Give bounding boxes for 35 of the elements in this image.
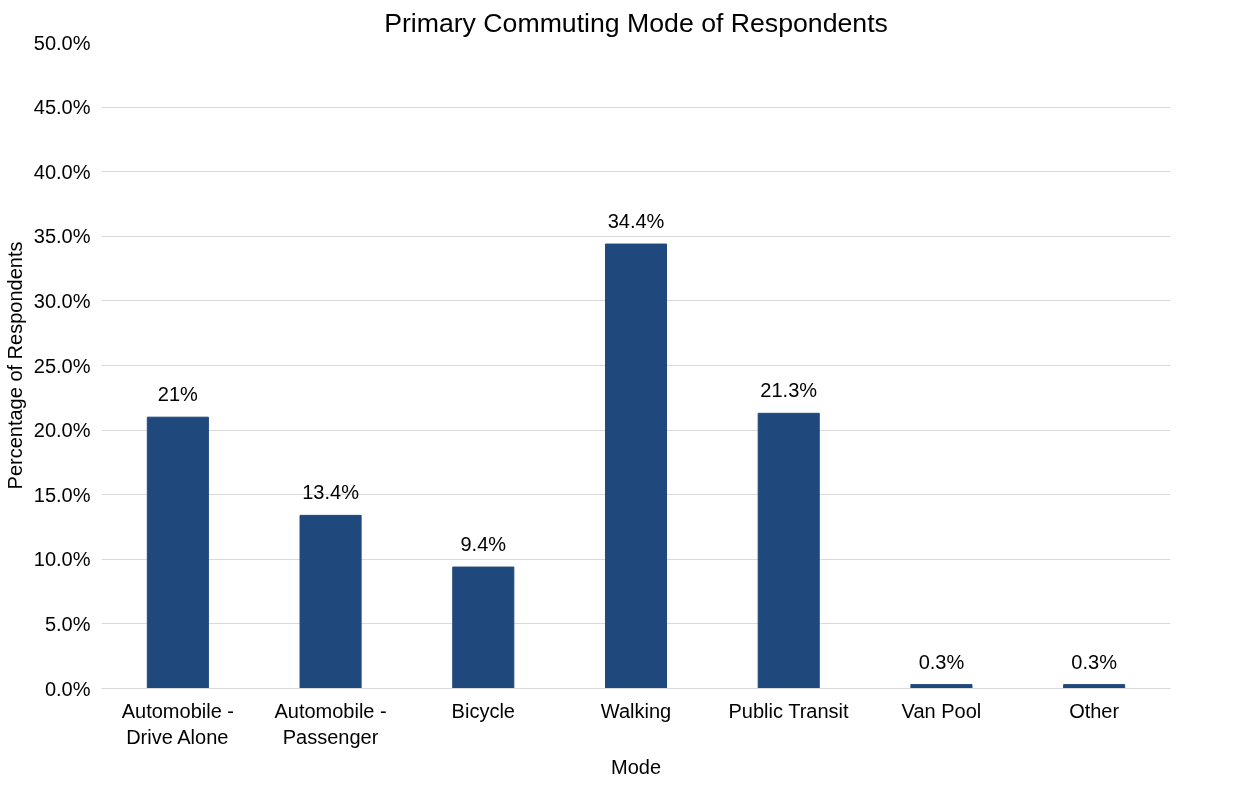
data-label: 34.4% [607,210,665,233]
bar [604,243,668,689]
data-label: 0.3% [918,650,965,673]
x-tick-label: Automobile - Passenger [274,699,387,748]
x-tick-label: Other [1069,699,1120,722]
bar [299,514,362,689]
y-tick-label: 20.0% [33,419,91,442]
bar [452,566,515,689]
y-tick-label: 5.0% [44,612,91,635]
chart-title: Primary Commuting Mode of Respondents [384,7,888,38]
y-tick-label: 15.0% [33,483,91,506]
bar [757,412,820,689]
y-tick-label: 45.0% [33,96,91,119]
data-label: 13.4% [302,481,360,504]
y-tick-label: 10.0% [33,548,91,571]
bar [910,684,973,689]
data-label: 21.3% [760,379,818,402]
y-tick-label: 40.0% [33,160,91,183]
data-label: 0.3% [1071,650,1118,673]
x-tick-label: Walking [600,699,672,722]
y-tick-label: 35.0% [33,225,91,248]
x-tick-label: Van Pool [901,699,982,722]
y-axis-title: Percentage of Respondents [3,241,26,490]
x-tick-label: Public Transit [728,699,849,722]
x-axis-title: Mode [610,755,662,778]
x-tick-label: Bicycle [451,699,515,722]
y-tick-label: 30.0% [33,289,91,312]
y-tick-label: 0.0% [44,677,91,700]
x-tick-label: Automobile - Drive Alone [121,699,234,748]
y-tick-label: 25.0% [33,354,91,377]
data-label: 21% [157,383,199,406]
data-label: 9.4% [460,533,507,556]
bar [1063,684,1126,689]
y-tick-label: 50.0% [33,31,91,54]
bar [146,416,209,689]
